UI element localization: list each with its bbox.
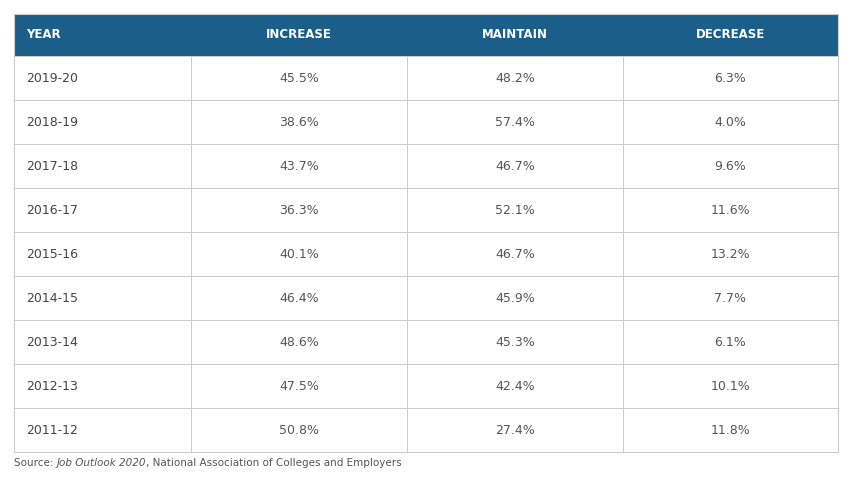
Text: 27.4%: 27.4% <box>495 424 535 437</box>
Bar <box>14 276 191 320</box>
Bar <box>407 100 623 144</box>
Text: 36.3%: 36.3% <box>279 203 319 216</box>
Bar <box>14 100 191 144</box>
Text: 10.1%: 10.1% <box>711 379 751 392</box>
Text: YEAR: YEAR <box>26 28 60 41</box>
Text: 2019-20: 2019-20 <box>26 71 78 84</box>
Bar <box>407 56 623 100</box>
Bar <box>191 14 407 56</box>
Text: 7.7%: 7.7% <box>715 292 746 305</box>
Bar <box>191 408 407 452</box>
Text: , National Association of Colleges and Employers: , National Association of Colleges and E… <box>147 458 402 468</box>
Bar <box>407 408 623 452</box>
Text: 11.6%: 11.6% <box>711 203 751 216</box>
Text: 43.7%: 43.7% <box>279 160 319 173</box>
Text: 2015-16: 2015-16 <box>26 247 78 260</box>
Bar <box>623 408 838 452</box>
Text: 46.4%: 46.4% <box>279 292 319 305</box>
Text: Source:: Source: <box>14 458 57 468</box>
Bar <box>191 320 407 364</box>
Bar <box>14 320 191 364</box>
Bar <box>407 276 623 320</box>
Bar <box>407 188 623 232</box>
Bar <box>14 364 191 408</box>
Bar <box>623 144 838 188</box>
Bar <box>407 320 623 364</box>
Text: 2017-18: 2017-18 <box>26 160 78 173</box>
Bar <box>623 14 838 56</box>
Bar <box>407 14 623 56</box>
Bar <box>407 364 623 408</box>
Bar <box>191 232 407 276</box>
Text: 9.6%: 9.6% <box>715 160 746 173</box>
Text: 50.8%: 50.8% <box>279 424 320 437</box>
Text: 2016-17: 2016-17 <box>26 203 78 216</box>
Text: 42.4%: 42.4% <box>495 379 535 392</box>
Bar <box>14 144 191 188</box>
Text: 2014-15: 2014-15 <box>26 292 78 305</box>
Text: 45.9%: 45.9% <box>495 292 535 305</box>
Text: 57.4%: 57.4% <box>495 116 535 129</box>
Bar <box>623 276 838 320</box>
Text: 11.8%: 11.8% <box>711 424 751 437</box>
Text: 2018-19: 2018-19 <box>26 116 78 129</box>
Text: 47.5%: 47.5% <box>279 379 319 392</box>
Text: 40.1%: 40.1% <box>279 247 319 260</box>
Text: 45.5%: 45.5% <box>279 71 319 84</box>
Text: 2013-14: 2013-14 <box>26 335 78 348</box>
Bar <box>191 364 407 408</box>
Bar <box>623 100 838 144</box>
Text: 38.6%: 38.6% <box>279 116 319 129</box>
Text: 46.7%: 46.7% <box>495 160 535 173</box>
Text: DECREASE: DECREASE <box>696 28 765 41</box>
Bar <box>14 188 191 232</box>
Bar <box>191 188 407 232</box>
Text: MAINTAIN: MAINTAIN <box>482 28 548 41</box>
Bar <box>623 56 838 100</box>
Text: 2012-13: 2012-13 <box>26 379 78 392</box>
Text: 46.7%: 46.7% <box>495 247 535 260</box>
Bar <box>191 100 407 144</box>
Text: 6.3%: 6.3% <box>715 71 746 84</box>
Text: 52.1%: 52.1% <box>495 203 535 216</box>
Text: Job Outlook 2020: Job Outlook 2020 <box>57 458 147 468</box>
Bar <box>623 232 838 276</box>
Text: 48.6%: 48.6% <box>279 335 319 348</box>
Text: INCREASE: INCREASE <box>266 28 332 41</box>
Bar <box>623 188 838 232</box>
Bar <box>623 320 838 364</box>
Bar <box>14 56 191 100</box>
Bar <box>407 144 623 188</box>
Bar <box>14 232 191 276</box>
Text: 2011-12: 2011-12 <box>26 424 78 437</box>
Text: 6.1%: 6.1% <box>715 335 746 348</box>
Bar <box>14 408 191 452</box>
Bar <box>407 232 623 276</box>
Text: 13.2%: 13.2% <box>711 247 751 260</box>
Text: 4.0%: 4.0% <box>715 116 746 129</box>
Bar <box>191 144 407 188</box>
Bar <box>191 56 407 100</box>
Text: 45.3%: 45.3% <box>495 335 535 348</box>
Bar <box>14 14 191 56</box>
Text: 48.2%: 48.2% <box>495 71 535 84</box>
Bar <box>623 364 838 408</box>
Bar <box>191 276 407 320</box>
